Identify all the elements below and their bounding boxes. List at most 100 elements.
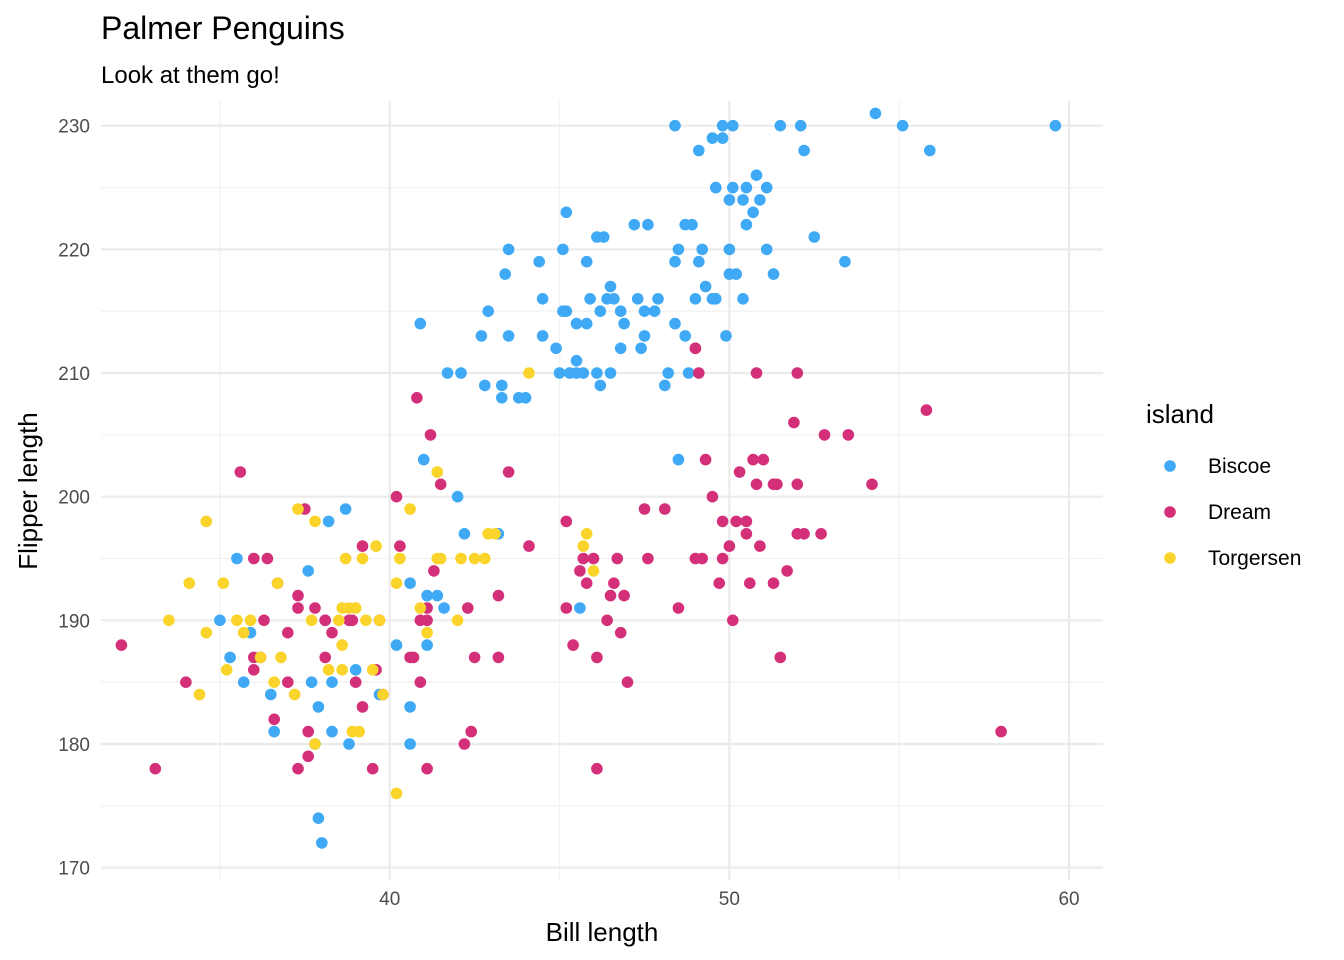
data-point — [706, 490, 719, 503]
data-point — [560, 602, 573, 614]
data-point — [533, 255, 545, 268]
data-point — [366, 664, 379, 676]
data-point — [631, 293, 644, 305]
data-point — [492, 589, 505, 602]
data-point — [662, 367, 674, 379]
data-point — [574, 565, 586, 577]
data-point — [455, 552, 467, 565]
data-point — [760, 181, 773, 194]
data-point — [434, 552, 447, 565]
data-point — [570, 354, 583, 367]
data-point — [584, 293, 596, 305]
data-point — [716, 515, 729, 528]
data-point — [553, 367, 566, 379]
data-point — [302, 725, 315, 738]
data-point — [686, 218, 698, 231]
data-point — [319, 651, 332, 664]
legend-key — [1164, 552, 1176, 564]
data-point — [373, 614, 386, 627]
data-point — [282, 626, 294, 639]
data-point — [791, 478, 804, 491]
data-point — [560, 305, 573, 318]
data-point — [434, 478, 447, 491]
chart-title: Palmer Penguins — [101, 10, 345, 46]
data-point — [839, 255, 851, 268]
data-point — [696, 243, 708, 256]
data-point — [496, 379, 508, 392]
data-point — [744, 577, 756, 589]
data-point — [462, 602, 474, 614]
data-point — [479, 379, 491, 392]
data-point — [305, 614, 318, 627]
data-point — [672, 602, 685, 614]
grid-lines — [101, 101, 1103, 880]
data-point — [920, 404, 933, 416]
data-point — [866, 478, 878, 491]
data-point — [618, 589, 630, 602]
data-point — [608, 577, 620, 589]
x-axis-title: Bill length — [546, 917, 659, 947]
data-point — [479, 552, 491, 565]
data-point — [421, 626, 433, 639]
data-point — [808, 231, 821, 243]
data-point — [268, 676, 281, 688]
data-point — [614, 342, 627, 355]
data-point — [468, 651, 481, 664]
data-point — [309, 602, 321, 614]
data-point — [180, 676, 192, 688]
data-point — [689, 293, 702, 305]
data-point — [750, 367, 763, 379]
data-point — [713, 577, 725, 589]
y-tick-label: 170 — [58, 859, 90, 880]
data-point — [672, 453, 685, 466]
data-point — [326, 676, 338, 688]
data-point — [339, 503, 352, 515]
data-point — [750, 478, 763, 491]
data-point — [349, 602, 362, 614]
data-point — [815, 528, 827, 540]
data-point — [309, 515, 321, 528]
data-point — [254, 651, 267, 664]
legend-label: Dream — [1208, 501, 1271, 524]
data-point — [570, 367, 583, 379]
data-point — [638, 503, 651, 515]
y-tick-label: 200 — [58, 488, 90, 509]
data-point — [591, 651, 603, 664]
data-point — [451, 490, 464, 503]
data-point — [390, 787, 403, 800]
data-point — [404, 503, 416, 515]
data-point — [791, 367, 804, 379]
data-point — [747, 453, 759, 466]
data-point — [550, 342, 562, 355]
data-point — [570, 317, 583, 330]
data-point — [220, 664, 233, 676]
x-tick-label: 40 — [379, 889, 400, 910]
data-point — [200, 515, 213, 528]
data-point — [343, 738, 355, 750]
x-axis-ticks: 40 50 60 — [379, 889, 1079, 910]
data-point — [268, 725, 281, 738]
data-point — [336, 664, 349, 676]
data-point — [580, 317, 593, 330]
data-point — [706, 132, 719, 144]
data-point — [322, 515, 335, 528]
data-point — [591, 762, 603, 775]
data-point — [333, 614, 345, 627]
data-point — [869, 107, 882, 120]
legend-key — [1164, 460, 1176, 472]
y-tick-label: 190 — [58, 611, 90, 632]
data-point — [648, 305, 661, 318]
data-point — [577, 540, 590, 552]
data-point — [669, 317, 681, 330]
data-point — [268, 713, 281, 726]
data-point — [580, 255, 593, 268]
data-point — [248, 552, 260, 565]
data-point — [574, 602, 586, 614]
data-point — [489, 528, 501, 540]
data-point — [693, 367, 705, 379]
data-point — [672, 243, 685, 256]
data-point — [411, 392, 423, 404]
data-point — [757, 453, 770, 466]
data-point — [1049, 119, 1062, 132]
data-point — [468, 552, 481, 565]
